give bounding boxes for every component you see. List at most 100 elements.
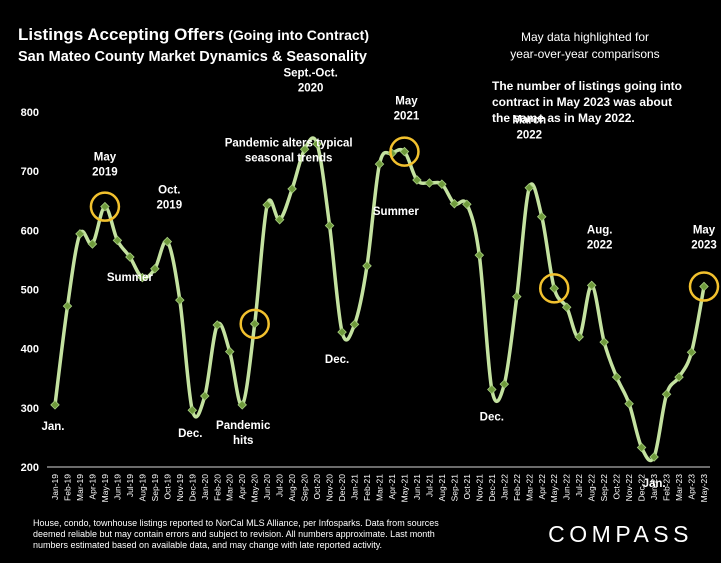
data-point [299, 144, 310, 155]
x-tick-label: Jun-22 [562, 474, 572, 500]
x-tick-label: Jun-19 [112, 474, 122, 500]
highlight-ring [688, 271, 720, 302]
y-tick-label: 800 [21, 107, 39, 119]
data-point [374, 159, 385, 169]
data-point [499, 379, 510, 389]
brand-logo: COMPASS [548, 521, 693, 547]
annotation-label: Dec. [178, 428, 202, 440]
data-point [337, 327, 347, 337]
annotation-label: Jan. [643, 478, 666, 490]
data-point [649, 452, 659, 462]
annotation-label: Aug. [587, 224, 613, 236]
x-tick-label: Jun-21 [412, 474, 422, 500]
data-point [661, 389, 672, 399]
data-point [125, 252, 135, 262]
x-tick-label: Feb-21 [362, 474, 372, 501]
data-point [699, 281, 709, 292]
y-tick-label: 200 [21, 462, 39, 474]
x-tick-label: Jan-20 [200, 474, 210, 500]
x-tick-label: Feb-22 [512, 474, 522, 501]
annotation-label: Pandemic [216, 420, 271, 432]
data-point [624, 398, 634, 409]
data-point [611, 372, 622, 382]
x-tick-label: Jul-21 [424, 474, 434, 497]
data-point [536, 211, 547, 222]
data-point [324, 220, 335, 231]
data-point [674, 372, 684, 382]
x-tick-label: Sep-21 [449, 474, 459, 502]
data-point [362, 261, 372, 271]
x-tick-label: Jan-23 [649, 474, 659, 500]
data-point [187, 405, 198, 415]
x-tick-label: Mar-20 [225, 474, 235, 501]
y-tick-label: 300 [21, 403, 39, 415]
data-point [686, 347, 697, 357]
data-point [212, 320, 223, 330]
x-tick-label: Apr-21 [387, 474, 397, 500]
x-tick-label: Apr-22 [537, 474, 547, 500]
annotation-label: Sept.-Oct. [283, 67, 337, 79]
annotation-label: Oct. [158, 185, 180, 197]
annotation-label: Summer [373, 206, 420, 218]
data-point [599, 337, 609, 347]
x-tick-label: Dec-22 [637, 474, 647, 502]
annotation-label: May [395, 96, 418, 108]
data-point [462, 199, 472, 210]
annotation-label: hits [233, 435, 253, 447]
x-tick-label: Nov-22 [624, 474, 634, 502]
data-point [262, 200, 272, 210]
x-tick-label: Feb-19 [62, 474, 72, 501]
data-point [100, 201, 110, 212]
data-point [287, 184, 297, 194]
annotation-label: 2019 [157, 200, 183, 212]
data-point [474, 250, 485, 260]
x-tick-label: Aug-22 [587, 474, 597, 502]
highlight-ring [89, 191, 121, 222]
annotation-label: 2021 [394, 111, 420, 123]
x-tick-label: Nov-19 [175, 474, 185, 502]
x-tick-label: Jul-22 [574, 474, 584, 497]
data-point [312, 139, 322, 149]
x-tick-label: Sep-20 [300, 474, 310, 502]
x-tick-label: May-21 [399, 474, 409, 503]
annotation-label: seasonal trends [245, 153, 333, 165]
data-point [512, 291, 522, 302]
data-point [549, 283, 559, 294]
data-point [574, 332, 584, 342]
data-point [424, 178, 435, 188]
footnote-line-2: deemed reliable but may contain errors a… [33, 529, 435, 539]
chart-title-main: Listings Accepting Offers [18, 25, 224, 44]
commentary-line-3: the same as in May 2022. [492, 111, 635, 125]
data-point [50, 400, 60, 410]
data-point [62, 301, 73, 311]
annotation-label: 2023 [691, 240, 717, 252]
annotation-label: 2022 [587, 239, 613, 251]
data-point [449, 198, 460, 209]
annotation-label: 2020 [298, 82, 324, 94]
x-tick-label: Jul-19 [125, 474, 135, 497]
x-tick-label: Oct-20 [312, 474, 322, 500]
x-tick-label: Mar-22 [524, 474, 534, 501]
annotation-label: 2022 [516, 130, 542, 142]
x-tick-label: Mar-23 [674, 474, 684, 501]
side-note-line-2: year-over-year comparisons [510, 47, 659, 61]
data-point [561, 302, 572, 313]
x-tick-label: Feb-20 [212, 474, 222, 501]
x-tick-label: Nov-21 [474, 474, 484, 502]
x-tick-label: Mar-21 [375, 474, 385, 501]
x-tick-label: Dec-21 [487, 474, 497, 502]
data-point [224, 346, 235, 357]
x-tick-label: May-22 [549, 474, 559, 503]
annotation-label: Summer [107, 272, 154, 284]
annotation-label: Pandemic alters typical [225, 138, 353, 150]
side-note-line-1: May data highlighted for [521, 30, 649, 44]
data-point [437, 179, 447, 189]
x-tick-label: Nov-20 [325, 474, 335, 502]
chart-subtitle: San Mateo County Market Dynamics & Seaso… [18, 49, 367, 65]
data-point [175, 295, 185, 305]
x-tick-label: Jul-20 [275, 474, 285, 497]
data-point [112, 235, 123, 246]
